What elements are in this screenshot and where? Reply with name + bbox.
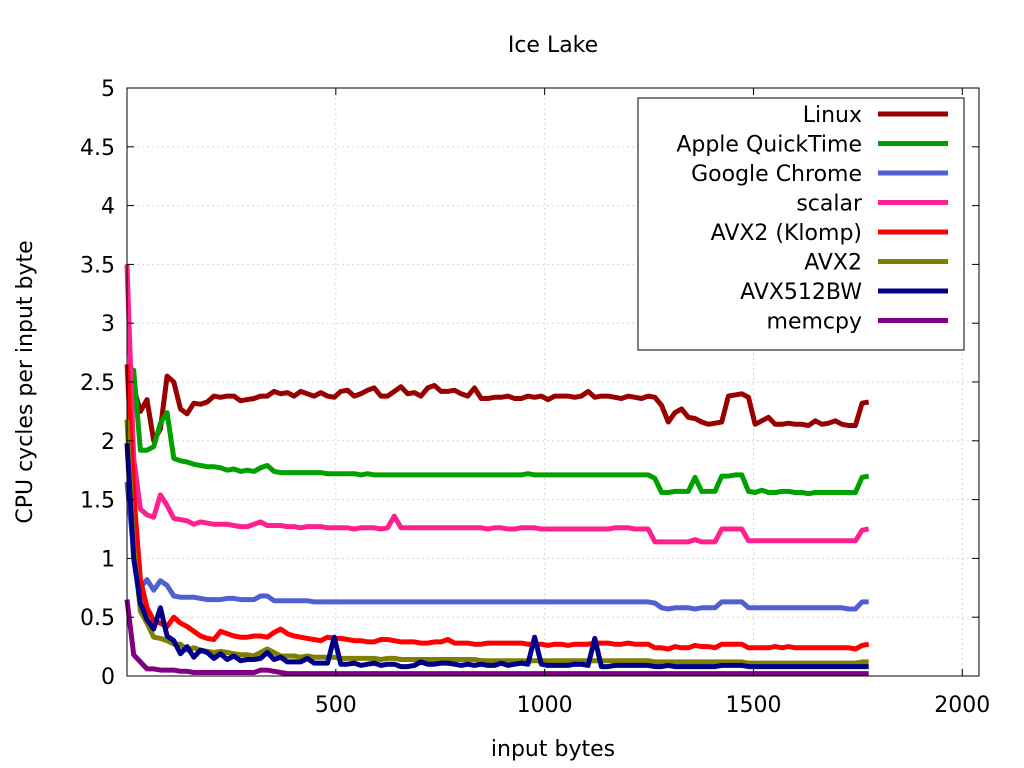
x-tick-label: 2000 [934, 693, 990, 718]
y-tick-label: 2.5 [80, 371, 115, 396]
series-line-scalar [124, 264, 870, 545]
y-tick-label: 4.5 [80, 136, 115, 161]
y-tick-label: 0.5 [80, 606, 115, 631]
axes: 0 0.5 1 1.5 2 2.5 3 3.5 4 4.5 5 500 1000 1500 2000 [80, 77, 990, 718]
y-tick-label: 3 [101, 312, 115, 337]
legend-label-avx2: AVX2 [804, 251, 862, 276]
x-tick-label: 1000 [517, 693, 573, 718]
y-tick-label: 4 [101, 195, 115, 220]
legend-label-apple-quicktime: Apple QuickTime [676, 133, 862, 158]
y-axis-title: CPU cycles per input byte [13, 240, 38, 523]
y-tick-label: 2 [101, 430, 115, 455]
y-tick-label: 5 [101, 77, 115, 102]
series-line-apple-quicktime [126, 365, 870, 497]
x-axis-title: input bytes [491, 737, 615, 762]
series-line-avx2-klomp [124, 364, 870, 652]
legend-box [637, 97, 965, 351]
series-line-google-chrome [124, 481, 869, 612]
series-line-avx512bw [124, 443, 869, 670]
series-line-memcpy [124, 599, 869, 677]
x-tick-label: 1500 [725, 693, 781, 718]
legend-label-scalar: scalar [796, 192, 863, 217]
y-tick-label: 1 [101, 547, 115, 572]
series-line-avx2 [124, 419, 869, 666]
y-tick-label: 0 [101, 665, 115, 690]
series-line-linux [124, 363, 870, 444]
x-tick-label: 500 [315, 693, 357, 718]
y-tick-label: 3.5 [80, 253, 115, 278]
legend: Linux Apple QuickTime Google Chrome scalar A… [637, 97, 965, 351]
y-tick-label: 1.5 [80, 489, 115, 514]
legend-label-linux: Linux [803, 103, 862, 128]
legend-label-memcpy: memcpy [767, 310, 862, 335]
legend-label-google-chrome: Google Chrome [691, 162, 862, 187]
legend-label-avx512bw: AVX512BW [740, 280, 862, 305]
legend-label-avx2-klomp: AVX2 (Klomp) [711, 221, 862, 246]
plot-series [124, 264, 870, 677]
chart-title: Ice Lake [508, 33, 598, 58]
